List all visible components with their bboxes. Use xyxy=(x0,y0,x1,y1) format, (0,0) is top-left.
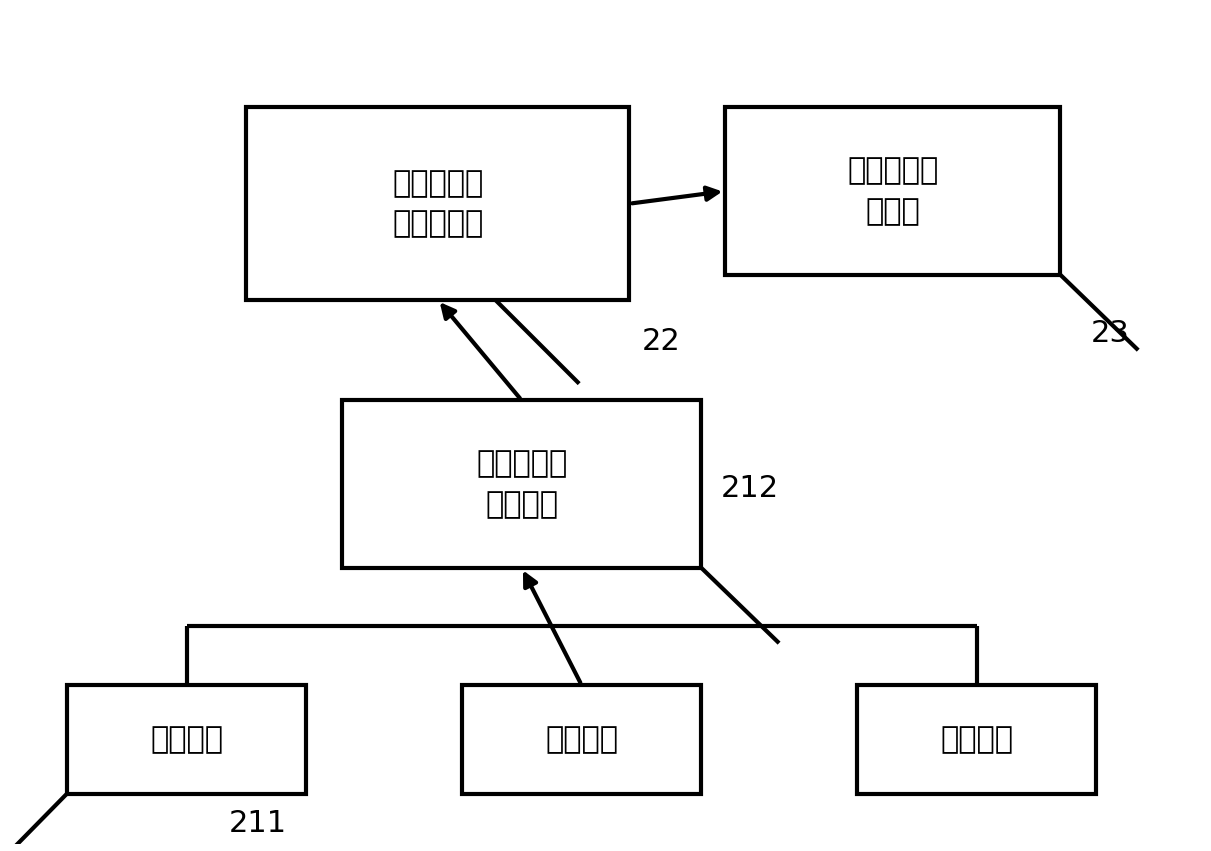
Text: 计量自动化
系统主机: 计量自动化 系统主机 xyxy=(476,449,567,519)
Bar xyxy=(461,685,701,794)
Bar xyxy=(246,107,630,300)
Text: 配网停电范
围分析主机: 配网停电范 围分析主机 xyxy=(392,168,483,238)
Text: 配变终端: 配变终端 xyxy=(940,725,1014,754)
Text: 配变终端: 配变终端 xyxy=(545,725,618,754)
Bar xyxy=(725,107,1061,275)
Text: 22: 22 xyxy=(642,328,681,357)
Text: 配变终端: 配变终端 xyxy=(150,725,223,754)
Text: 配网调度管
理系统: 配网调度管 理系统 xyxy=(848,157,939,226)
Bar xyxy=(343,400,701,568)
Text: 212: 212 xyxy=(721,474,779,503)
Text: 211: 211 xyxy=(229,808,287,837)
Text: 23: 23 xyxy=(1090,319,1129,348)
Bar xyxy=(857,685,1096,794)
Bar xyxy=(67,685,306,794)
